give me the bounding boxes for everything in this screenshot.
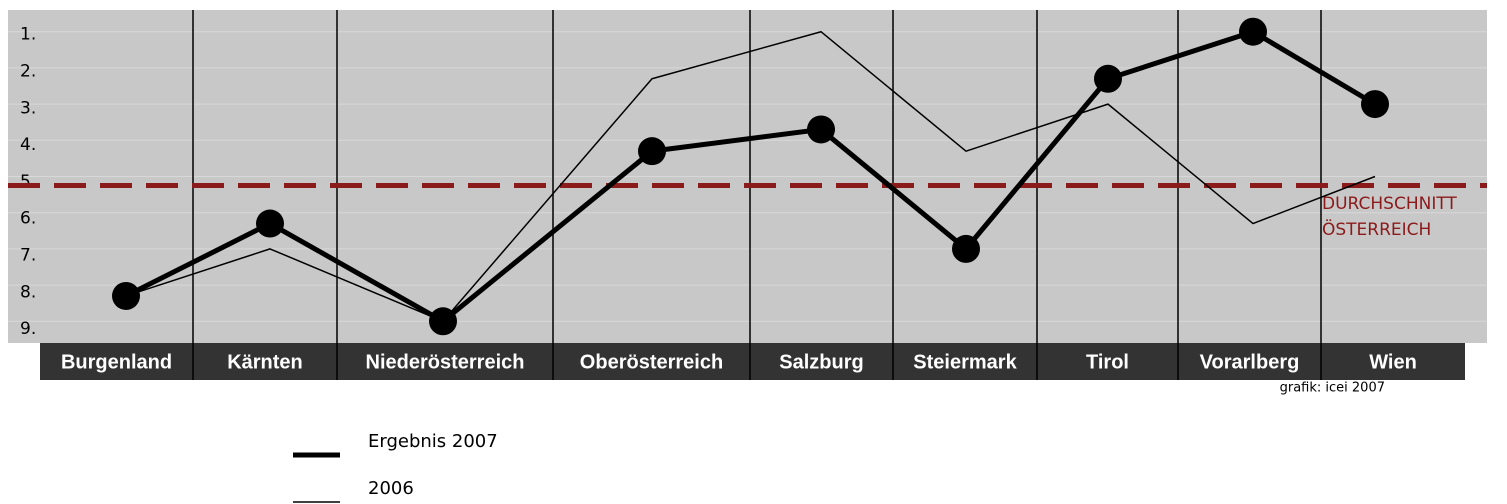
y-tick-label: 9. (20, 319, 36, 339)
y-tick-label: 4. (20, 135, 36, 155)
x-tick-label: Niederösterreich (366, 351, 525, 373)
credit: grafik: icei 2007 (1280, 381, 1385, 396)
legend-label: 2006 (368, 478, 414, 499)
point (1361, 90, 1389, 119)
category-bar (40, 343, 1465, 380)
x-tick-label: Wien (1369, 351, 1417, 373)
x-tick-label: Oberösterreich (580, 351, 723, 373)
series-line (125, 30, 1376, 323)
x-tick-label: Burgenland (61, 351, 172, 373)
y-tick-label: 8. (20, 282, 36, 302)
legend-label: Ergebnis 2007 (368, 431, 498, 452)
point (256, 209, 284, 238)
y-tick-label: 5. (20, 172, 36, 192)
x-tick-label: Vorarlberg (1200, 351, 1300, 373)
x-tick-label: Steiermark (913, 351, 1017, 373)
reference-label: DURCHSCHNITT (1322, 194, 1457, 214)
point (952, 234, 980, 263)
point (1239, 17, 1267, 46)
x-tick-label: Tirol (1086, 351, 1129, 373)
point (429, 307, 457, 336)
x-tick-label: Salzburg (779, 351, 863, 373)
y-tick-label: 6. (20, 209, 36, 229)
point (112, 281, 140, 310)
x-tick-label: Kärnten (227, 351, 303, 373)
point (1094, 64, 1122, 93)
y-tick-label: 3. (20, 98, 36, 118)
reference-label: ÖSTERREICH (1322, 218, 1431, 240)
point (807, 115, 835, 144)
y-tick-label: 2. (20, 62, 36, 82)
point (638, 137, 666, 166)
y-tick-label: 1. (20, 25, 36, 45)
y-tick-label: 7. (20, 245, 36, 265)
